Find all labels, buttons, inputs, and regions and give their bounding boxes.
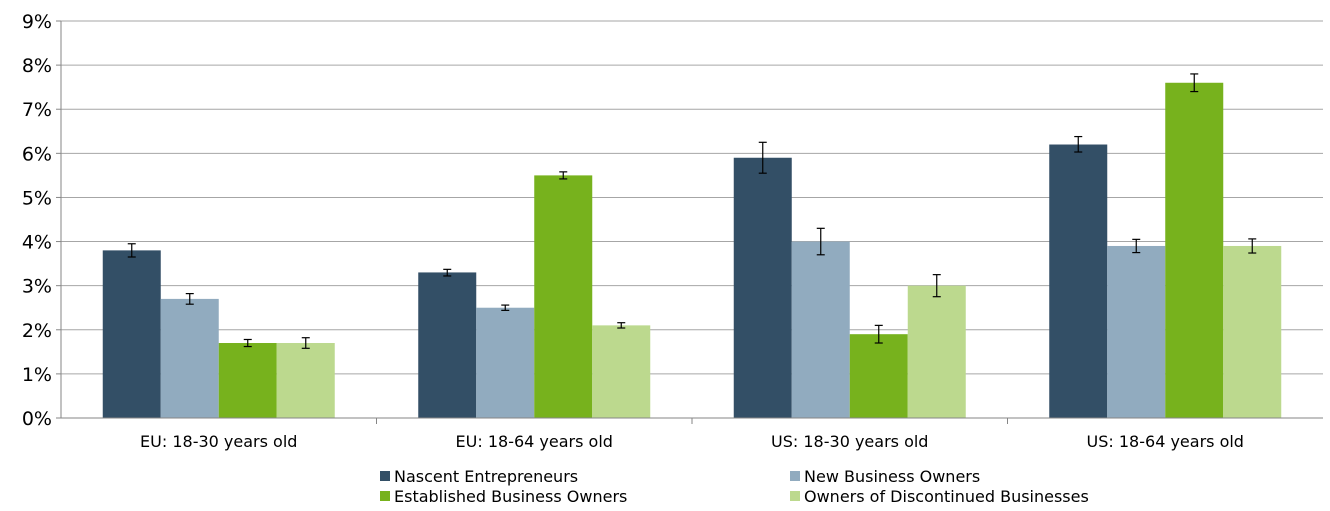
y-tick-label: 2% <box>22 320 52 342</box>
y-tick-label: 8% <box>22 55 52 77</box>
y-tick-label: 9% <box>22 11 52 33</box>
bar <box>1049 144 1108 418</box>
x-tick-label: EU: 18-64 years old <box>456 432 613 451</box>
legend-swatch <box>790 491 800 501</box>
x-tick-label: US: 18-30 years old <box>771 432 928 451</box>
y-tick-label: 3% <box>22 276 52 298</box>
bar <box>849 334 908 418</box>
error-bars <box>127 73 1257 349</box>
bar <box>534 175 593 418</box>
legend-swatch <box>380 471 390 481</box>
gridlines <box>61 20 1323 375</box>
bar <box>733 157 792 418</box>
bar <box>1165 82 1224 418</box>
legend-label: New Business Owners <box>804 467 980 486</box>
legend-swatch <box>380 491 390 501</box>
y-tick-label: 0% <box>22 408 52 430</box>
bar <box>218 343 277 418</box>
bar <box>1107 245 1166 418</box>
bar <box>1223 245 1282 418</box>
legend-label: Nascent Entrepreneurs <box>394 467 578 486</box>
y-tick-label: 1% <box>22 364 52 386</box>
bar <box>160 298 219 418</box>
bar <box>276 343 335 418</box>
y-tick-label: 5% <box>22 187 52 209</box>
bar <box>418 272 477 418</box>
legend-label: Established Business Owners <box>394 487 627 506</box>
x-tick-label: US: 18-64 years old <box>1087 432 1244 451</box>
x-tick-label: EU: 18-30 years old <box>140 432 297 451</box>
y-tick-label: 7% <box>22 99 52 121</box>
y-tick-label: 6% <box>22 143 52 165</box>
legend-label: Owners of Discontinued Businesses <box>804 487 1089 506</box>
bars <box>102 82 1282 418</box>
legend-swatch <box>790 471 800 481</box>
bar <box>592 325 651 418</box>
legend: Nascent Entrepreneurs New Business Owners… <box>380 467 1089 506</box>
bar <box>791 241 850 418</box>
y-tick-label: 4% <box>22 232 52 254</box>
bar <box>102 250 161 418</box>
axes: 0% 1% 2% 3% 4% 5% 6% 7% 8% 9% EU: 18-30 years old E… <box>22 11 1323 451</box>
bar <box>476 307 535 418</box>
bar <box>907 285 966 418</box>
